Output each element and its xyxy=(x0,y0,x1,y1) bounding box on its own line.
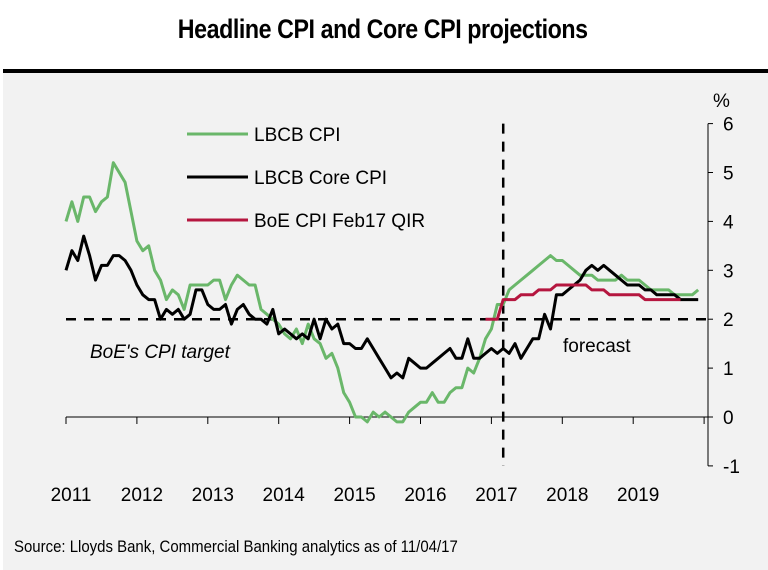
legend-label: BoE CPI Feb17 QIR xyxy=(254,211,425,232)
y-tick-label: 4 xyxy=(723,212,734,233)
y-tick-label: 3 xyxy=(723,261,734,282)
y-tick-label: 0 xyxy=(723,408,734,429)
y-axis-unit: % xyxy=(713,91,730,112)
x-tick-label: 2015 xyxy=(333,485,375,506)
x-tick-label: 2017 xyxy=(475,485,517,506)
x-tick-label: 2013 xyxy=(192,485,234,506)
x-tick-label: 2016 xyxy=(404,485,446,506)
x-tick-label: 2014 xyxy=(263,485,306,506)
chart-panel xyxy=(3,69,768,570)
x-tick-label: 2019 xyxy=(617,485,659,506)
series-lbcb-cpi xyxy=(64,161,700,424)
y-tick-label: -1 xyxy=(723,457,740,478)
y-tick-label: 6 xyxy=(723,115,734,136)
series-boe-cpi-feb17-qir xyxy=(485,283,681,321)
x-tick-label: 2012 xyxy=(121,485,163,506)
reference-lines xyxy=(66,123,708,466)
source-note: Source: Lloyds Bank, Commercial Banking … xyxy=(14,537,458,556)
y-tick-label: 5 xyxy=(723,164,734,185)
series-lines xyxy=(64,161,700,424)
y-tick-label: 2 xyxy=(723,310,734,331)
legend-label: LBCB Core CPI xyxy=(254,168,387,189)
chart-title: Headline CPI and Core CPI projections xyxy=(177,14,588,44)
axes: 6 5 4 3 2 1 0 -1 2011 2012 2013 2014 2015 2016 2017 201… xyxy=(51,115,740,506)
series-lbcb-core-cpi xyxy=(64,234,699,380)
legend: LBCB CPI LBCB Core CPI BoE CPI Feb17 QIR xyxy=(187,125,425,232)
x-tick-label: 2018 xyxy=(546,485,588,506)
x-tick-label: 2011 xyxy=(51,485,92,506)
forecast-label: forecast xyxy=(563,336,631,357)
y-tick-label: 1 xyxy=(723,359,734,380)
legend-label: LBCB CPI xyxy=(254,125,341,146)
target-label: BoE's CPI target xyxy=(90,342,231,363)
